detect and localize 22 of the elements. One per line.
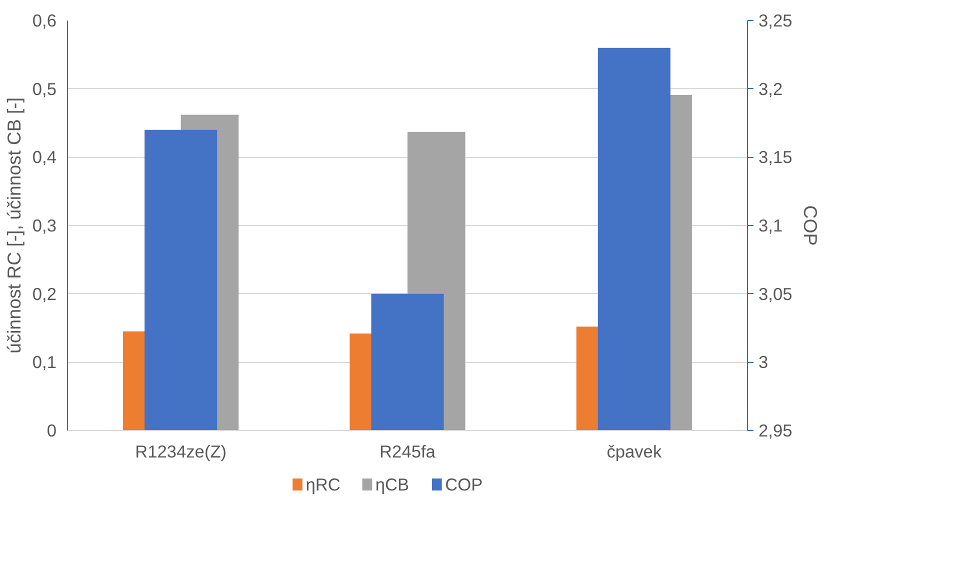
y-tick-label: 0,6 (32, 10, 57, 30)
legend-label: COP (445, 474, 483, 494)
y2-tick-label: 3,1 (758, 216, 783, 236)
x-tick-label: R245fa (380, 442, 436, 462)
y2-tick-label: 3,15 (758, 147, 792, 168)
y2-axis-title: COP (800, 205, 822, 246)
y-tick-label: 0,3 (32, 216, 57, 236)
legend-label: ηRC (306, 474, 340, 494)
y2-tick-label: 3,25 (758, 10, 792, 30)
y2-tick-label: 2,95 (758, 420, 792, 440)
y-tick-label: 0,5 (32, 78, 57, 99)
y-tick-label: 0 (46, 420, 57, 440)
y2-tick-label: 3,2 (758, 78, 783, 99)
y2-tick-label: 3,05 (758, 284, 792, 304)
x-tick-label: R1234ze(Z) (135, 442, 227, 462)
y-tick-label: 0,2 (32, 284, 57, 304)
x-tick-label: čpavek (606, 442, 662, 462)
y2-tick-label: 3 (758, 352, 768, 372)
y-tick-label: 0,1 (32, 352, 57, 372)
legend-label: ηCB (375, 474, 410, 494)
y-axis-title: účinnost RC [-], účinnost CB [-] (3, 97, 24, 354)
y-tick-label: 0,4 (32, 147, 57, 168)
